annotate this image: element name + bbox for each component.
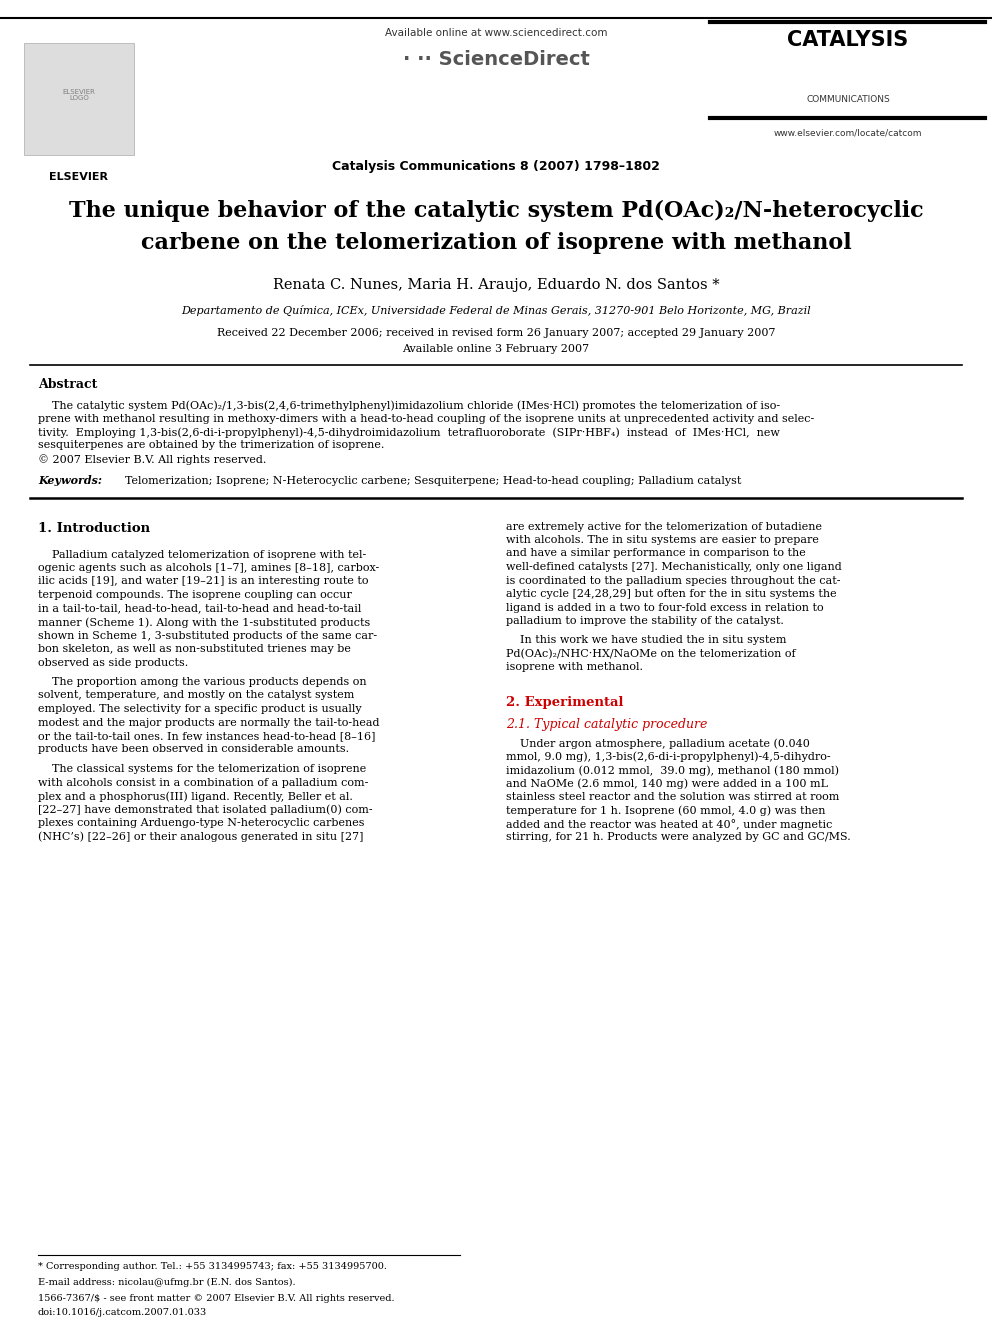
Text: 1566-7367/$ - see front matter © 2007 Elsevier B.V. All rights reserved.: 1566-7367/$ - see front matter © 2007 El… [38,1294,395,1303]
Text: is coordinated to the palladium species throughout the cat-: is coordinated to the palladium species … [506,576,840,586]
Text: products have been observed in considerable amounts.: products have been observed in considera… [38,745,349,754]
Text: imidazolium (0.012 mmol,  39.0 mg), methanol (180 mmol): imidazolium (0.012 mmol, 39.0 mg), metha… [506,765,839,775]
Text: Keywords:: Keywords: [38,475,102,487]
Text: The proportion among the various products depends on: The proportion among the various product… [38,677,367,687]
Text: Catalysis Communications 8 (2007) 1798–1802: Catalysis Communications 8 (2007) 1798–1… [332,160,660,173]
Text: with alcohols consist in a combination of a palladium com-: with alcohols consist in a combination o… [38,778,368,787]
Text: doi:10.1016/j.catcom.2007.01.033: doi:10.1016/j.catcom.2007.01.033 [38,1308,207,1316]
Text: modest and the major products are normally the tail-to-head: modest and the major products are normal… [38,717,380,728]
Text: Telomerization; Isoprene; N-Heterocyclic carbene; Sesquiterpene; Head-to-head co: Telomerization; Isoprene; N-Heterocyclic… [118,475,741,486]
Text: The unique behavior of the catalytic system Pd(OAc)₂/N-heterocyclic: The unique behavior of the catalytic sys… [68,200,924,222]
Text: Abstract: Abstract [38,378,97,392]
Text: shown in Scheme 1, 3-substituted products of the same car-: shown in Scheme 1, 3-substituted product… [38,631,377,640]
Text: carbene on the telomerization of isoprene with methanol: carbene on the telomerization of isopren… [141,232,851,254]
Text: alytic cycle [24,28,29] but often for the in situ systems the: alytic cycle [24,28,29] but often for th… [506,589,836,599]
Text: Available online at www.sciencedirect.com: Available online at www.sciencedirect.co… [385,28,607,38]
Text: in a tail-to-tail, head-to-head, tail-to-head and head-to-tail: in a tail-to-tail, head-to-head, tail-to… [38,603,361,614]
Text: manner (Scheme 1). Along with the 1-substituted products: manner (Scheme 1). Along with the 1-subs… [38,617,370,627]
Text: ilic acids [19], and water [19–21] is an interesting route to: ilic acids [19], and water [19–21] is an… [38,577,368,586]
Text: www.elsevier.com/locate/catcom: www.elsevier.com/locate/catcom [774,128,923,138]
Text: sesquiterpenes are obtained by the trimerization of isoprene.: sesquiterpenes are obtained by the trime… [38,441,384,451]
Text: Under argon atmosphere, palladium acetate (0.040: Under argon atmosphere, palladium acetat… [506,738,809,749]
Text: Renata C. Nunes, Maria H. Araujo, Eduardo N. dos Santos *: Renata C. Nunes, Maria H. Araujo, Eduard… [273,278,719,292]
Text: solvent, temperature, and mostly on the catalyst system: solvent, temperature, and mostly on the … [38,691,354,700]
Text: mmol, 9.0 mg), 1,3-bis(2,6-di-i-propylphenyl)-4,5-dihydro-: mmol, 9.0 mg), 1,3-bis(2,6-di-i-propylph… [506,751,830,762]
Text: Palladium catalyzed telomerization of isoprene with tel-: Palladium catalyzed telomerization of is… [38,549,366,560]
Text: are extremely active for the telomerization of butadiene: are extremely active for the telomerizat… [506,521,822,532]
Text: observed as side products.: observed as side products. [38,658,188,668]
Text: · ·· ScienceDirect: · ·· ScienceDirect [403,50,589,69]
Text: isoprene with methanol.: isoprene with methanol. [506,663,643,672]
Text: Departamento de Química, ICEx, Universidade Federal de Minas Gerais, 31270-901 B: Departamento de Química, ICEx, Universid… [182,306,810,316]
Text: terpenoid compounds. The isoprene coupling can occur: terpenoid compounds. The isoprene coupli… [38,590,352,601]
Text: (NHC’s) [22–26] or their analogous generated in situ [27]: (NHC’s) [22–26] or their analogous gener… [38,831,363,841]
Text: and NaOMe (2.6 mmol, 140 mg) were added in a 100 mL: and NaOMe (2.6 mmol, 140 mg) were added … [506,778,828,789]
Text: Received 22 December 2006; received in revised form 26 January 2007; accepted 29: Received 22 December 2006; received in r… [216,328,776,337]
Text: COMMUNICATIONS: COMMUNICATIONS [806,95,890,105]
Text: palladium to improve the stability of the catalyst.: palladium to improve the stability of th… [506,617,784,626]
Text: employed. The selectivity for a specific product is usually: employed. The selectivity for a specific… [38,704,362,714]
Bar [24,42,134,155]
Text: prene with methanol resulting in methoxy-dimers with a head-to-head coupling of : prene with methanol resulting in methoxy… [38,414,814,423]
Text: Pd(OAc)₂/NHC·HX/NaOMe on the telomerization of: Pd(OAc)₂/NHC·HX/NaOMe on the telomerizat… [506,650,796,659]
Text: bon skeleton, as well as non-substituted trienes may be: bon skeleton, as well as non-substituted… [38,644,351,654]
Text: © 2007 Elsevier B.V. All rights reserved.: © 2007 Elsevier B.V. All rights reserved… [38,454,267,464]
Text: [22–27] have demonstrated that isolated palladium(0) com-: [22–27] have demonstrated that isolated … [38,804,373,815]
Text: temperature for 1 h. Isoprene (60 mmol, 4.0 g) was then: temperature for 1 h. Isoprene (60 mmol, … [506,806,825,816]
Text: The classical systems for the telomerization of isoprene: The classical systems for the telomeriza… [38,763,366,774]
Text: CATALYSIS: CATALYSIS [788,30,909,50]
Text: ELSEVIER
LOGO: ELSEVIER LOGO [62,89,95,102]
Text: E-mail address: nicolau@ufmg.br (E.N. dos Santos).: E-mail address: nicolau@ufmg.br (E.N. do… [38,1278,296,1287]
Text: In this work we have studied the in situ system: In this work we have studied the in situ… [506,635,787,646]
Text: 1. Introduction: 1. Introduction [38,521,150,534]
Text: plexes containing Arduengo-type N-heterocyclic carbenes: plexes containing Arduengo-type N-hetero… [38,818,364,828]
Text: added and the reactor was heated at 40°, under magnetic: added and the reactor was heated at 40°,… [506,819,832,830]
Text: stirring, for 21 h. Products were analyzed by GC and GC/MS.: stirring, for 21 h. Products were analyz… [506,832,851,843]
Text: ogenic agents such as alcohols [1–7], amines [8–18], carbox-: ogenic agents such as alcohols [1–7], am… [38,564,379,573]
Text: ELSEVIER: ELSEVIER [50,172,108,183]
Text: Available online 3 February 2007: Available online 3 February 2007 [403,344,589,355]
Text: 2. Experimental: 2. Experimental [506,696,624,709]
Text: The catalytic system Pd(OAc)₂/1,3-bis(2,4,6-trimethylphenyl)imidazolium chloride: The catalytic system Pd(OAc)₂/1,3-bis(2,… [38,400,780,410]
Text: * Corresponding author. Tel.: +55 3134995743; fax: +55 3134995700.: * Corresponding author. Tel.: +55 313499… [38,1262,387,1271]
Text: well-defined catalysts [27]. Mechanistically, only one ligand: well-defined catalysts [27]. Mechanistic… [506,562,842,572]
Text: and have a similar performance in comparison to the: and have a similar performance in compar… [506,549,806,558]
Text: or the tail-to-tail ones. In few instances head-to-head [8–16]: or the tail-to-tail ones. In few instanc… [38,732,376,741]
Text: plex and a phosphorus(III) ligand. Recently, Beller et al.: plex and a phosphorus(III) ligand. Recen… [38,791,353,802]
Text: tivity.  Employing 1,3-bis(2,6-di-i-propylphenyl)-4,5-dihydroimidazolium  tetraf: tivity. Employing 1,3-bis(2,6-di-i-propy… [38,427,780,438]
Text: stainless steel reactor and the solution was stirred at room: stainless steel reactor and the solution… [506,792,839,802]
Text: 2.1. Typical catalytic procedure: 2.1. Typical catalytic procedure [506,718,707,732]
Text: ligand is added in a two to four-fold excess in relation to: ligand is added in a two to four-fold ex… [506,602,823,613]
Text: with alcohols. The in situ systems are easier to prepare: with alcohols. The in situ systems are e… [506,534,818,545]
